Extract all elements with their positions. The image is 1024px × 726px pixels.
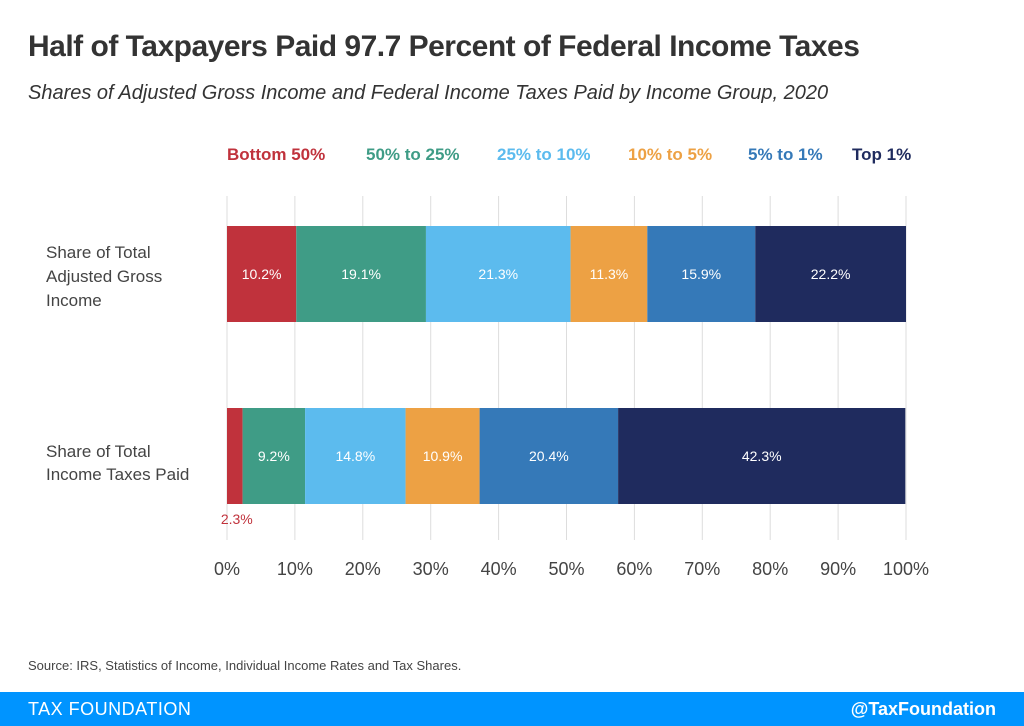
bar-segment — [242, 408, 306, 504]
data-label: 2.3% — [221, 511, 253, 527]
bar-segment — [570, 226, 648, 322]
footer-bar: TAX FOUNDATION @TaxFoundation — [0, 692, 1024, 726]
category-label: Income Taxes Paid — [46, 465, 189, 484]
x-tick-label: 30% — [413, 559, 449, 579]
legend-entry: 5% to 1% — [748, 145, 823, 164]
x-tick-label: 90% — [820, 559, 856, 579]
data-label: 22.2% — [811, 266, 851, 282]
x-tick-label: 70% — [684, 559, 720, 579]
bar-segment — [227, 226, 297, 322]
bar-segment — [305, 408, 406, 504]
bar-segment — [296, 226, 426, 322]
bar-segment — [755, 226, 906, 322]
stacked-bar-chart: 0% 10% 20% 30% 40% 50% 60% 70% 80% 90% 100% Bottom … — [46, 145, 929, 579]
chart-title: Half of Taxpayers Paid 97.7 Percent of F… — [28, 30, 860, 63]
chart-subtitle: Shares of Adjusted Gross Income and Fede… — [28, 82, 829, 104]
data-label: 19.1% — [341, 266, 381, 282]
footer-handle: @TaxFoundation — [850, 699, 996, 719]
category-label: Share of Total — [46, 243, 151, 262]
bar-segment — [647, 226, 756, 322]
bar-segment — [479, 408, 619, 504]
legend-entry: Top 1% — [852, 145, 911, 164]
bar-segment — [405, 408, 480, 504]
data-label: 15.9% — [681, 266, 721, 282]
data-label: 10.9% — [423, 448, 463, 464]
x-tick-label: 80% — [752, 559, 788, 579]
category-label: Adjusted Gross — [46, 267, 162, 286]
data-label: 21.3% — [478, 266, 518, 282]
x-tick-label: 100% — [883, 559, 929, 579]
x-tick-label: 10% — [277, 559, 313, 579]
data-label: 11.3% — [590, 266, 629, 282]
category-label: Share of Total — [46, 442, 151, 461]
category-label: Income — [46, 291, 102, 310]
x-tick-label: 0% — [214, 559, 240, 579]
source-note: Source: IRS, Statistics of Income, Indiv… — [28, 658, 462, 673]
data-label: 42.3% — [742, 448, 782, 464]
x-tick-label: 40% — [481, 559, 517, 579]
legend-entry: 10% to 5% — [628, 145, 712, 164]
x-tick-label: 60% — [616, 559, 652, 579]
legend-entry: Bottom 50% — [227, 145, 325, 164]
x-tick-label: 20% — [345, 559, 381, 579]
data-label: 9.2% — [258, 448, 290, 464]
bar-segment — [425, 226, 571, 322]
data-label: 14.8% — [335, 448, 375, 464]
bar-segment — [618, 408, 906, 504]
data-label: 20.4% — [529, 448, 569, 464]
footer-brand: TAX FOUNDATION — [28, 699, 192, 719]
bar-segment — [227, 408, 243, 504]
data-label: 10.2% — [242, 266, 282, 282]
legend-entry: 50% to 25% — [366, 145, 460, 164]
legend-entry: 25% to 10% — [497, 145, 591, 164]
x-tick-label: 50% — [548, 559, 584, 579]
